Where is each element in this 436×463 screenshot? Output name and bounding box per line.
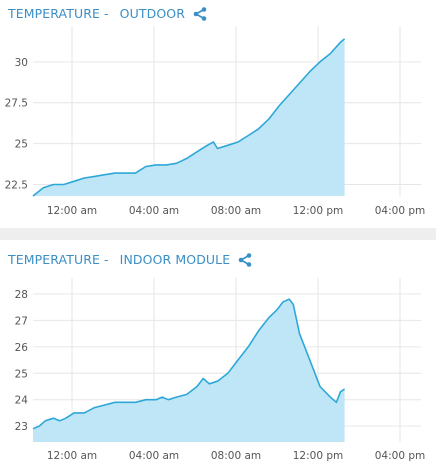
y-tick-label: 27 <box>15 315 28 327</box>
temperature-area <box>33 299 345 442</box>
chart-subtitle-label: OUTDOOR <box>119 6 185 21</box>
indoor-temperature-panel: 23 24 25 26 27 28 12:00 am 04:00 am 08:00 am 12:0… <box>0 240 436 463</box>
y-tick-label: 23 <box>15 421 28 433</box>
chart-title-label: TEMPERATURE - <box>8 252 109 267</box>
temperature-line <box>32 298 346 430</box>
temperature-line <box>32 38 346 197</box>
temperature-area <box>33 38 345 197</box>
x-tick-label: 12:00 pm <box>293 450 344 462</box>
share-icon[interactable] <box>193 6 207 21</box>
chart-subtitle-label: INDOOR MODULE <box>119 252 231 267</box>
x-tick-label: 12:00 am <box>47 205 97 217</box>
x-tick-label: 12:00 am <box>47 450 97 462</box>
outdoor-temperature-chart: 22.5 25 27.5 30 12:00 am 04:00 am 08:00 am 12:0… <box>5 26 426 217</box>
x-tick-label: 08:00 am <box>211 205 261 217</box>
indoor-chart-title: TEMPERATURE - INDOOR MODULE <box>8 252 252 267</box>
y-tick-label: 26 <box>15 342 29 354</box>
x-tick-label: 08:00 am <box>211 450 261 462</box>
y-tick-label: 25 <box>15 139 28 151</box>
x-tick-label: 12:00 pm <box>293 205 344 217</box>
x-tick-label: 04:00 am <box>129 205 179 217</box>
outdoor-temperature-panel: 22.5 25 27.5 30 12:00 am 04:00 am 08:00 am 12:0… <box>0 0 436 228</box>
panel-divider <box>0 228 436 240</box>
x-tick-label: 04:00 pm <box>375 450 426 462</box>
y-tick-label: 30 <box>15 57 28 69</box>
x-tick-label: 04:00 am <box>129 450 179 462</box>
y-tick-label: 28 <box>15 289 28 301</box>
x-tick-label: 04:00 pm <box>375 205 426 217</box>
y-tick-label: 27.5 <box>5 98 28 110</box>
outdoor-chart-title: TEMPERATURE - OUTDOOR <box>8 6 207 21</box>
chart-title-label: TEMPERATURE - <box>8 6 109 21</box>
share-icon[interactable] <box>238 252 252 267</box>
indoor-temperature-chart: 23 24 25 26 27 28 12:00 am 04:00 am 08:00 am 12:0… <box>15 278 426 462</box>
y-tick-label: 25 <box>15 368 28 380</box>
y-tick-label: 22.5 <box>5 180 28 192</box>
y-tick-label: 24 <box>15 395 29 407</box>
